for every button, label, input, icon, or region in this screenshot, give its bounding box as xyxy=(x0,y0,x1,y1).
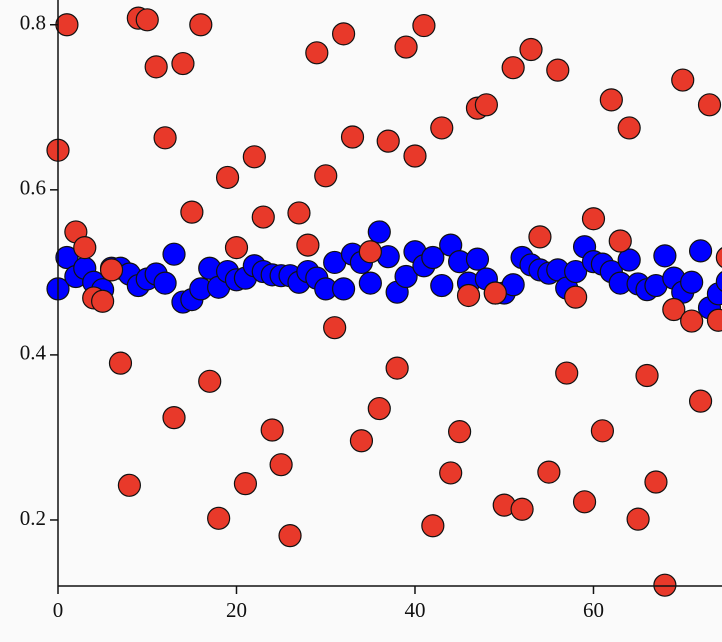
plot-area xyxy=(46,6,722,597)
point xyxy=(626,507,650,531)
point xyxy=(590,419,615,443)
point xyxy=(305,41,329,65)
point xyxy=(680,309,704,333)
point xyxy=(224,236,249,260)
point xyxy=(510,497,534,521)
point xyxy=(617,116,641,140)
point xyxy=(581,207,606,231)
point xyxy=(108,351,133,375)
point xyxy=(189,13,213,37)
point xyxy=(153,271,177,295)
point xyxy=(465,247,490,271)
point xyxy=(662,297,686,322)
point xyxy=(546,58,570,82)
point xyxy=(599,88,623,112)
point xyxy=(278,524,302,548)
point xyxy=(421,514,445,538)
x-tick-label: 60 xyxy=(583,598,604,622)
y-tick-label: 0.2 xyxy=(20,506,46,530)
point xyxy=(91,289,115,313)
point xyxy=(180,200,204,224)
point xyxy=(349,429,374,453)
point xyxy=(448,420,472,444)
point xyxy=(358,240,382,264)
point xyxy=(242,145,266,169)
point xyxy=(519,37,543,62)
point xyxy=(394,35,418,59)
point xyxy=(233,472,258,496)
point xyxy=(572,490,597,514)
point xyxy=(706,308,722,332)
point xyxy=(99,258,124,282)
point xyxy=(688,239,713,263)
point xyxy=(483,281,507,305)
point xyxy=(501,56,525,80)
point xyxy=(608,229,632,253)
point xyxy=(367,220,391,244)
point xyxy=(144,55,168,79)
point xyxy=(456,283,481,308)
point xyxy=(564,285,588,309)
point xyxy=(697,93,722,117)
point xyxy=(251,205,275,229)
axes: 0.2 0.4 0.6 0.8 0 20 40 60 xyxy=(20,0,722,622)
point xyxy=(296,233,320,257)
point xyxy=(340,125,365,149)
point xyxy=(385,356,409,380)
point xyxy=(376,129,400,153)
x-tick-label: 20 xyxy=(226,598,247,622)
point xyxy=(430,116,454,140)
point xyxy=(680,270,704,294)
point xyxy=(394,264,418,289)
point xyxy=(474,93,498,117)
x-tick-label: 0 xyxy=(53,598,64,622)
point xyxy=(162,242,186,266)
y-tick-label: 0.6 xyxy=(20,176,46,200)
point xyxy=(260,418,284,442)
point xyxy=(314,164,338,188)
point xyxy=(715,271,722,292)
point xyxy=(564,259,588,284)
point xyxy=(421,245,445,270)
point xyxy=(412,13,436,38)
y-tick-label: 0.4 xyxy=(20,341,47,365)
point xyxy=(135,8,159,32)
x-tick-label: 40 xyxy=(404,598,425,622)
point xyxy=(331,22,356,46)
point xyxy=(55,245,79,270)
point xyxy=(162,406,186,430)
point xyxy=(653,573,677,597)
point xyxy=(635,363,659,388)
point xyxy=(215,165,240,190)
point xyxy=(117,473,141,497)
point xyxy=(55,13,79,37)
point xyxy=(331,277,356,301)
point xyxy=(171,51,195,76)
point xyxy=(207,506,231,530)
point xyxy=(198,369,222,393)
point xyxy=(403,144,427,168)
point xyxy=(555,361,579,385)
point xyxy=(528,225,552,249)
point xyxy=(617,248,641,272)
y-tick-label: 0.8 xyxy=(20,11,46,35)
point xyxy=(358,271,382,295)
point xyxy=(671,68,695,92)
point xyxy=(688,389,713,413)
point xyxy=(537,460,561,484)
point xyxy=(73,236,97,260)
point xyxy=(287,201,311,225)
point xyxy=(430,273,454,298)
point xyxy=(367,396,391,421)
point xyxy=(644,470,668,494)
point xyxy=(439,461,463,485)
point xyxy=(153,126,177,150)
point xyxy=(653,244,677,268)
point xyxy=(269,453,293,477)
point xyxy=(323,316,347,340)
point xyxy=(715,247,722,268)
